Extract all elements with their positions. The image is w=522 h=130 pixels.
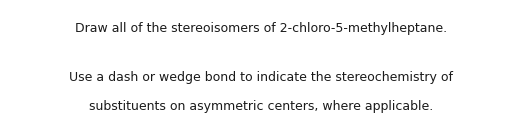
Text: Use a dash or wedge bond to indicate the stereochemistry of: Use a dash or wedge bond to indicate the… xyxy=(69,72,453,84)
Text: substituents on asymmetric centers, where applicable.: substituents on asymmetric centers, wher… xyxy=(89,100,433,113)
Text: Draw all of the stereoisomers of 2-chloro-5-methylheptane.: Draw all of the stereoisomers of 2-chlor… xyxy=(75,22,447,35)
